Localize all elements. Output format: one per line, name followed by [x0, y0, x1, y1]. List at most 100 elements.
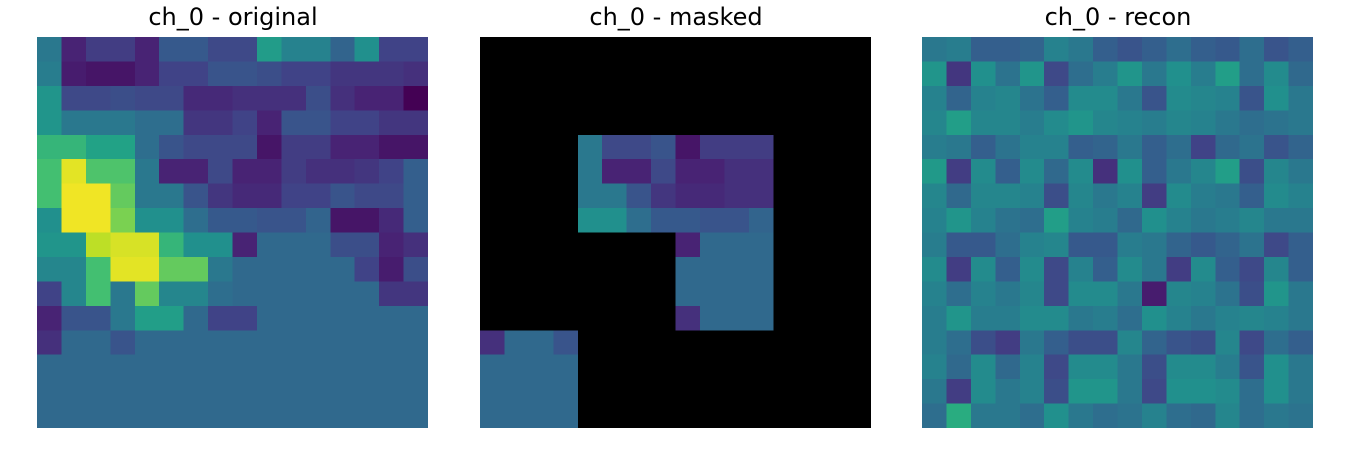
heatmap-cell: [1068, 354, 1094, 380]
masked-cell: [822, 61, 848, 87]
heatmap-cell: [134, 110, 160, 136]
heatmap-cell: [699, 159, 725, 185]
heatmap-cell: [134, 183, 160, 209]
heatmap-cell: [232, 61, 258, 87]
heatmap-cell: [1239, 134, 1265, 160]
heatmap-cell: [675, 183, 701, 209]
heatmap-cell: [183, 61, 209, 87]
heatmap-cell: [1288, 85, 1313, 111]
masked-cell: [724, 110, 750, 136]
heatmap-cell: [675, 256, 701, 282]
heatmap-cell: [1068, 37, 1094, 63]
heatmap-cell: [1239, 379, 1265, 405]
heatmap-cell: [995, 379, 1021, 405]
masked-cell: [528, 281, 554, 307]
heatmap-cell: [748, 183, 774, 209]
masked-cell: [675, 330, 701, 356]
masked-cell: [528, 256, 554, 282]
heatmap-cell: [61, 183, 87, 209]
heatmap-cell: [403, 37, 428, 63]
heatmap-cell: [1044, 379, 1070, 405]
heatmap-cell: [61, 354, 87, 380]
heatmap-cell: [1019, 281, 1045, 307]
masked-cell: [748, 110, 774, 136]
heatmap-cell: [995, 183, 1021, 209]
masked-cell: [675, 403, 701, 428]
heatmap-cell: [208, 110, 234, 136]
heatmap-cell: [159, 61, 185, 87]
heatmap-cell: [159, 354, 185, 380]
heatmap-cell: [1239, 330, 1265, 356]
heatmap-cell: [748, 305, 774, 331]
heatmap-cell: [85, 208, 111, 234]
heatmap-cell: [946, 85, 972, 111]
heatmap-cell: [159, 403, 185, 428]
heatmap-cell: [699, 305, 725, 331]
heatmap-cell: [675, 159, 701, 185]
heatmap-cell: [305, 110, 331, 136]
masked-cell: [822, 183, 848, 209]
heatmap-cell: [379, 183, 405, 209]
masked-cell: [480, 61, 506, 87]
heatmap-cell: [675, 305, 701, 331]
heatmap-cell: [651, 159, 677, 185]
heatmap-cell: [134, 208, 160, 234]
heatmap-cell: [379, 305, 405, 331]
masked-cell: [699, 37, 725, 63]
heatmap-cell: [1166, 61, 1192, 87]
masked-cell: [822, 134, 848, 160]
heatmap-cell: [1288, 159, 1313, 185]
heatmap-cell: [1068, 281, 1094, 307]
heatmap-cell: [305, 403, 331, 428]
heatmap-cell: [208, 403, 234, 428]
heatmap-cell: [1068, 305, 1094, 331]
masked-cell: [504, 61, 530, 87]
heatmap-cell: [922, 37, 948, 63]
heatmap-cell: [1093, 110, 1119, 136]
heatmap-cell: [995, 61, 1021, 87]
heatmap-cell: [1044, 134, 1070, 160]
heatmap-cell: [232, 281, 258, 307]
heatmap-cell: [1019, 256, 1045, 282]
heatmap-cell: [61, 305, 87, 331]
heatmap-cell: [379, 281, 405, 307]
heatmap-cell: [1190, 232, 1216, 258]
heatmap-cell: [305, 232, 331, 258]
heatmap-cell: [37, 183, 63, 209]
heatmap-cell: [281, 159, 307, 185]
masked-cell: [553, 232, 579, 258]
heatmap-cell: [1190, 379, 1216, 405]
heatmap-cell: [1044, 403, 1070, 428]
masked-cell: [577, 85, 603, 111]
heatmap-cell: [1190, 37, 1216, 63]
heatmap-cell: [183, 208, 209, 234]
heatmap-cell: [256, 281, 282, 307]
heatmap-cell: [305, 330, 331, 356]
heatmap-cell: [256, 110, 282, 136]
heatmap-cell: [970, 134, 996, 160]
heatmap-cell: [110, 403, 136, 428]
masked-cell: [846, 305, 871, 331]
heatmap-cell: [1068, 85, 1094, 111]
heatmap-cell: [1239, 232, 1265, 258]
heatmap-cell: [724, 281, 750, 307]
heatmap-cell: [208, 232, 234, 258]
heatmap-cell: [724, 134, 750, 160]
heatmap-cell: [330, 403, 356, 428]
heatmap-cell: [1288, 354, 1313, 380]
heatmap-cell: [1166, 354, 1192, 380]
masked-cell: [675, 379, 701, 405]
heatmap-cell: [724, 208, 750, 234]
heatmap-cell: [232, 232, 258, 258]
heatmap-cell: [183, 232, 209, 258]
heatmap-cell: [1239, 256, 1265, 282]
heatmap-cell: [379, 232, 405, 258]
heatmap-cell: [1093, 354, 1119, 380]
heatmap-cell: [1093, 232, 1119, 258]
heatmap-cell: [330, 330, 356, 356]
heatmap-cell: [159, 330, 185, 356]
heatmap-cell: [159, 183, 185, 209]
heatmap-cell: [403, 305, 428, 331]
masked-cell: [846, 37, 871, 63]
heatmap-cell: [699, 183, 725, 209]
